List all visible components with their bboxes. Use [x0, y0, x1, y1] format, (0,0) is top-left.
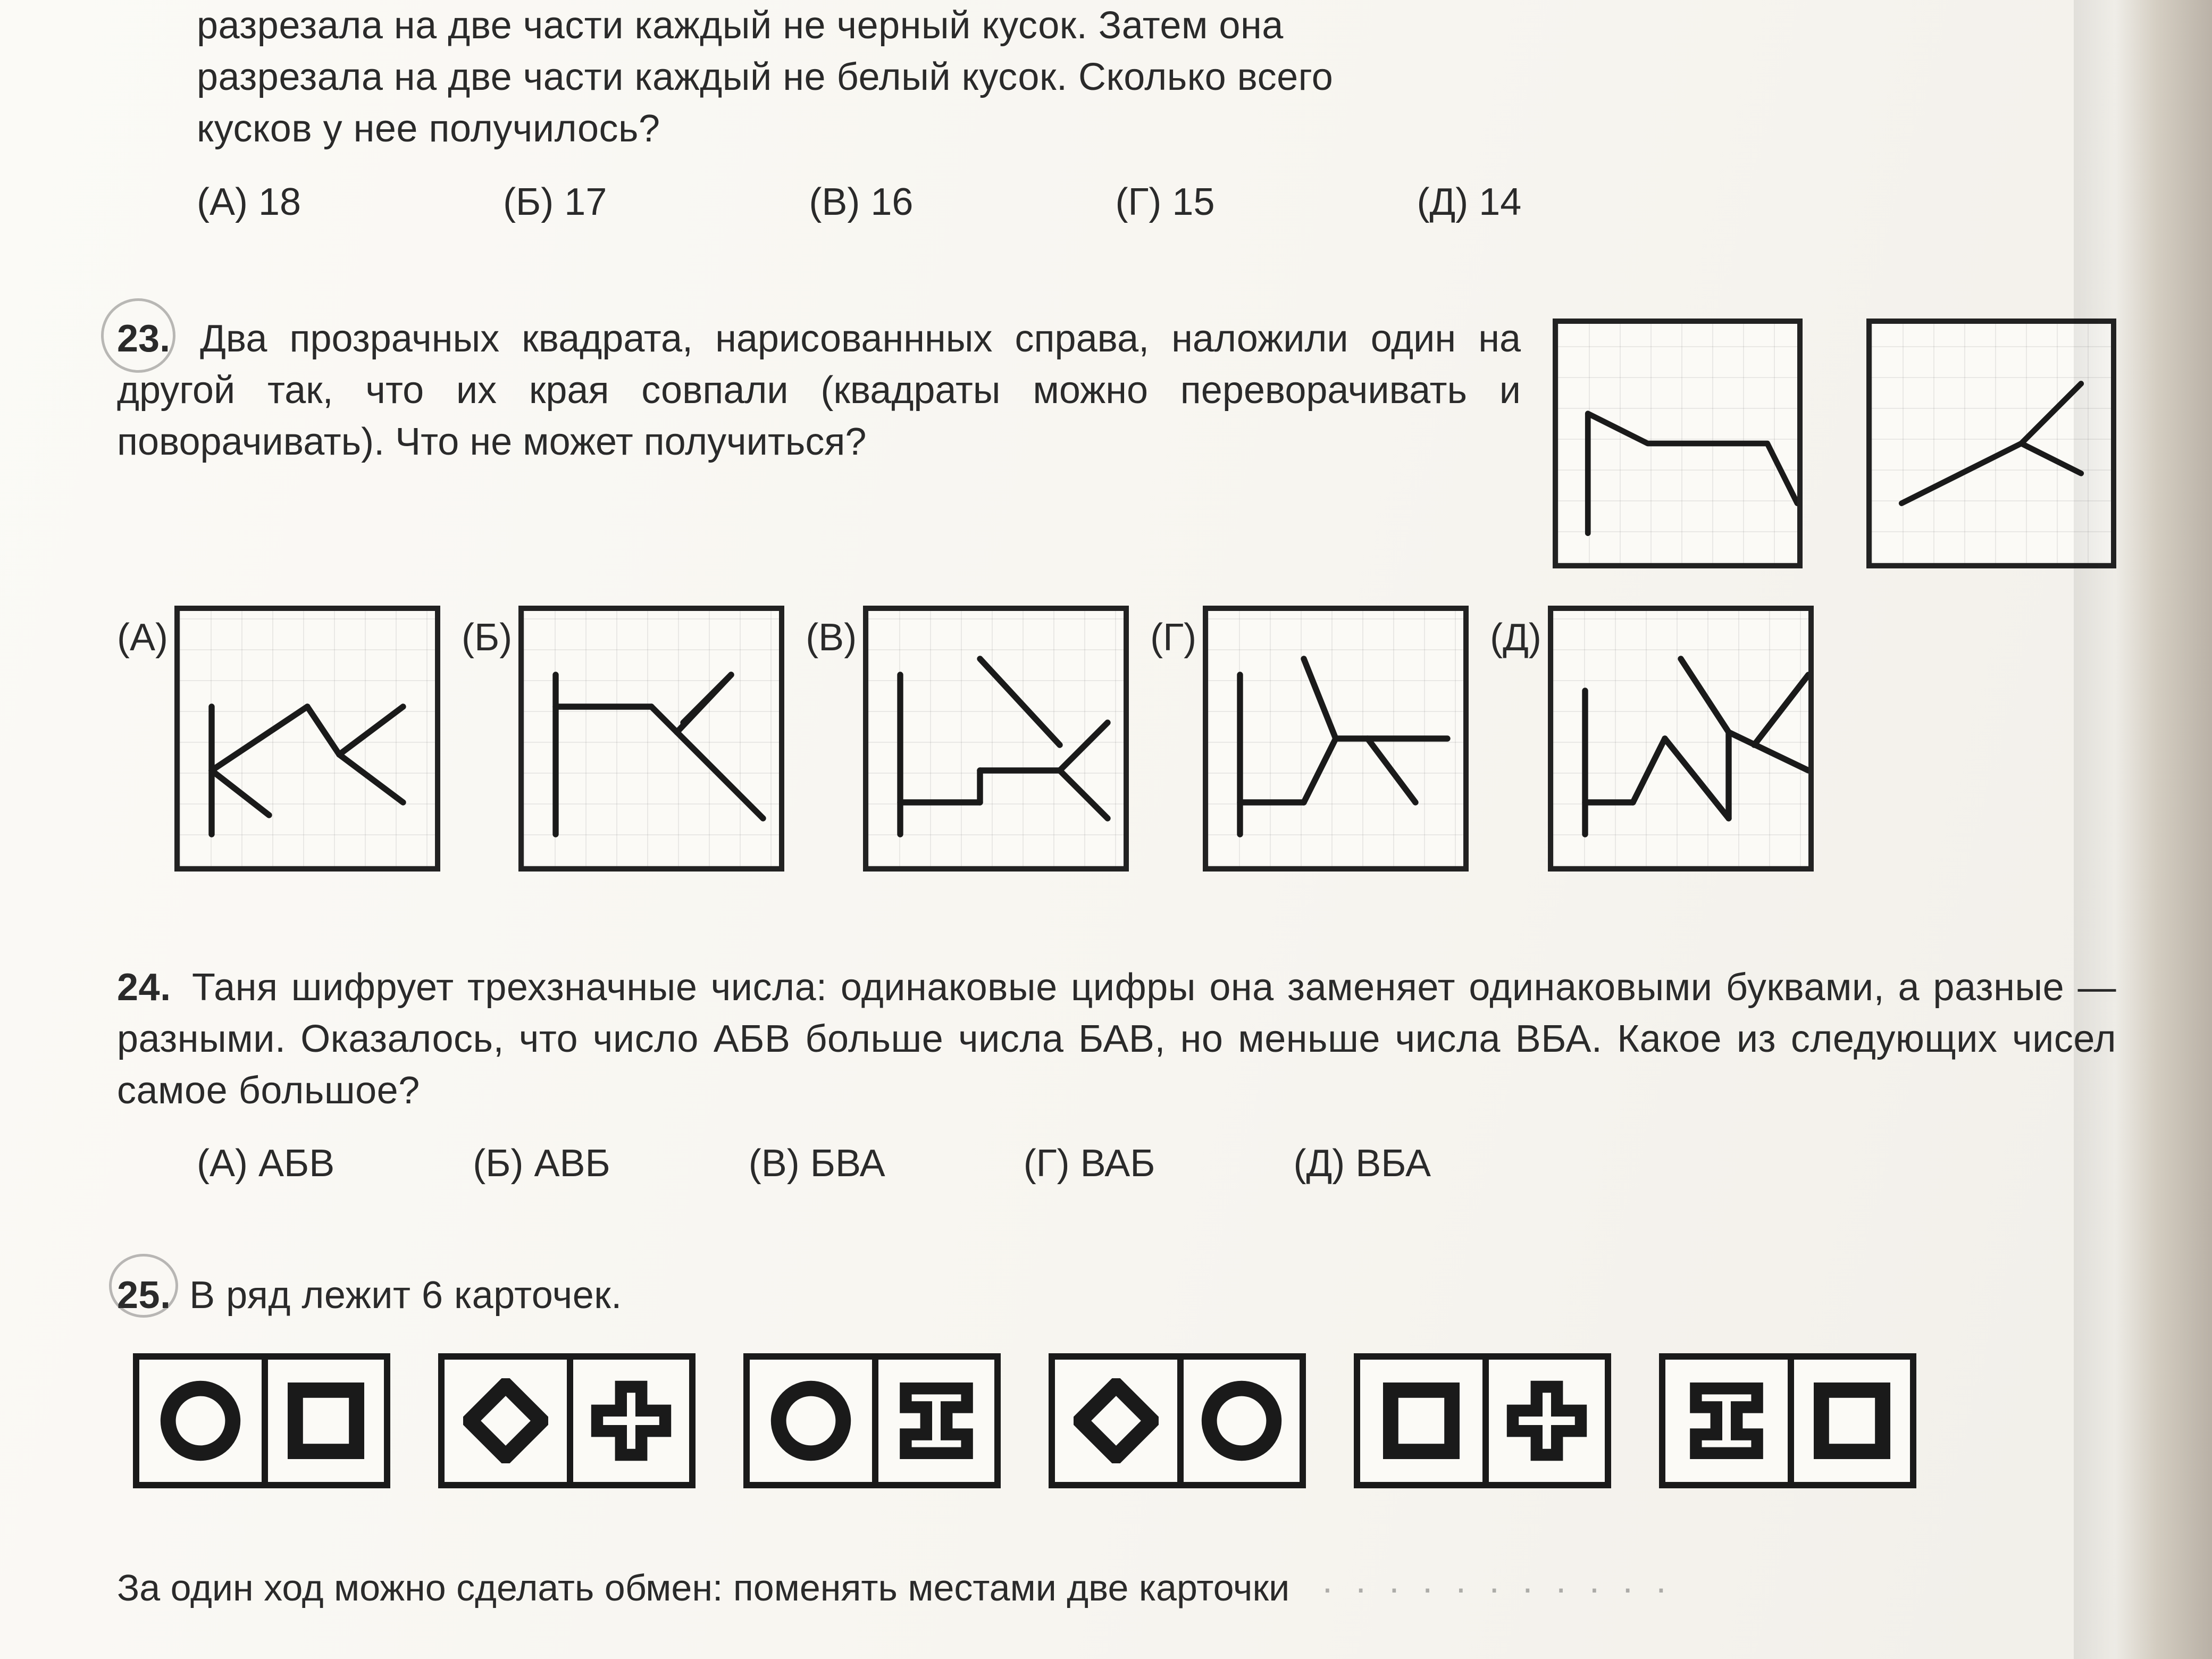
q22-text: разрезала на две части каждый не черный …: [197, 0, 2116, 155]
q23-box-g: [1203, 606, 1469, 872]
q25-cards-row: [133, 1353, 2116, 1488]
q23-text: Два прозрачных квадрата, нарисованнных с…: [117, 317, 1521, 463]
q25-card-5: [1354, 1353, 1611, 1488]
q22-ans-a: (А) 18: [197, 177, 301, 228]
q25-card-2: [438, 1353, 696, 1488]
q23-box-a: [174, 606, 440, 872]
q23-opt-d: (Д): [1490, 606, 1814, 872]
q24-answers: (А) АБВ (Б) АВБ (В) БВА (Г) ВАБ (Д) ВБА: [197, 1138, 2116, 1189]
q23-opt-a: (А): [117, 606, 440, 872]
diamond-icon: [445, 1360, 567, 1482]
q23-box-v: [863, 606, 1129, 872]
photo-right-edge: [2074, 0, 2212, 1659]
q23-opt-v: (В): [806, 606, 1129, 872]
q24: 24. Таня шифрует трехзначные числа: один…: [117, 962, 2116, 1190]
q23-label-b: (Б): [462, 606, 512, 664]
q23-label-a: (А): [117, 606, 168, 664]
q22-ans-g: (Г) 15: [1115, 177, 1214, 228]
q24-ans-g: (Г) ВАБ: [1024, 1138, 1155, 1189]
circle-icon: [139, 1360, 262, 1482]
ibeam-icon: [872, 1360, 994, 1482]
q25-num: 25.: [117, 1274, 171, 1317]
q24-text: Таня шифрует трехзначные числа: одинаков…: [117, 966, 2116, 1112]
q24-ans-d: (Д) ВБА: [1294, 1138, 1431, 1189]
worksheet-page: разрезала на две части каждый не черный …: [0, 0, 2212, 1659]
q25-text-block: 25. В ряд лежит 6 карточек.: [117, 1270, 2116, 1321]
square-icon: [262, 1360, 384, 1482]
q22-tail: разрезала на две части каждый не черный …: [117, 0, 2116, 228]
q23-src-left: [1553, 319, 1803, 568]
circle-icon: [750, 1360, 872, 1482]
q24-num: 24.: [117, 966, 171, 1009]
q22-ans-v: (В) 16: [809, 177, 913, 228]
q23-answer-row: (А) (Б) (В) (Г): [117, 606, 2116, 872]
q23-box-b: [518, 606, 784, 872]
q24-ans-v: (В) БВА: [749, 1138, 885, 1189]
square-icon: [1788, 1360, 1910, 1482]
q25-card-4: [1049, 1353, 1306, 1488]
q22-ans-d: (Д) 14: [1417, 177, 1521, 228]
q24-ans-a: (А) АБВ: [197, 1138, 334, 1189]
q23: 23. Два прозрачных квадрата, нарисованнн…: [117, 313, 2116, 872]
diamond-icon: [1055, 1360, 1177, 1482]
q23-opt-g: (Г): [1150, 606, 1469, 872]
q25-card-1: [133, 1353, 390, 1488]
plus-icon: [1482, 1360, 1605, 1482]
q23-opt-b: (Б): [462, 606, 784, 872]
q25-card-3: [743, 1353, 1001, 1488]
q22-line1: разрезала на две части каждый не черный …: [197, 4, 1284, 47]
q23-source-figures: [1553, 313, 2116, 568]
q23-label-g: (Г): [1150, 606, 1196, 664]
q24-ans-b: (Б) АВБ: [473, 1138, 610, 1189]
q23-label-v: (В): [806, 606, 857, 664]
plus-icon: [567, 1360, 689, 1482]
footer-text: За один ход можно сделать обмен: поменят…: [117, 1563, 2116, 1613]
q25: 25. В ряд лежит 6 карточек.: [117, 1270, 2116, 1488]
circle-icon: [1177, 1360, 1300, 1482]
q22-line2: разрезала на две части каждый не белый к…: [197, 56, 1333, 98]
q22-line3: кусков у нее получилось?: [197, 107, 660, 150]
q23-box-d: [1548, 606, 1814, 872]
q23-text-block: 23. Два прозрачных квадрата, нарисованнн…: [117, 313, 1521, 568]
q25-card-6: [1659, 1353, 1916, 1488]
square-icon: [1360, 1360, 1482, 1482]
q25-text: В ряд лежит 6 карточек.: [189, 1274, 622, 1317]
q22-ans-b: (Б) 17: [503, 177, 607, 228]
q23-num: 23.: [117, 317, 170, 360]
ibeam-icon: [1665, 1360, 1788, 1482]
q24-text-block: 24. Таня шифрует трехзначные числа: один…: [117, 962, 2116, 1117]
q23-label-d: (Д): [1490, 606, 1541, 664]
q22-answers: (А) 18 (Б) 17 (В) 16 (Г) 15 (Д) 14: [197, 177, 2116, 228]
